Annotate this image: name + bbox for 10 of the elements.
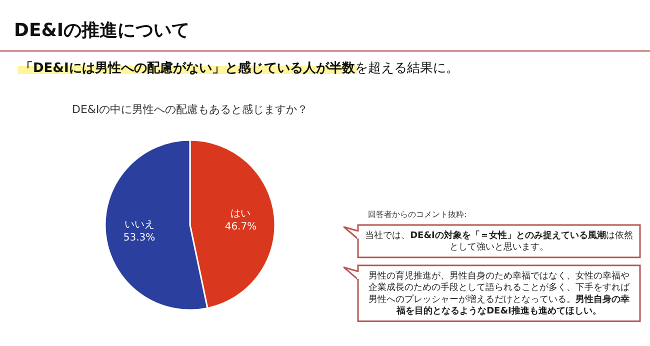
text: 男性の育児推進が、男性自身のため幸福ではなく、女性の幸福や企業成長のための手段として語られることが多く、下手をすれば男性へのプレッシャーが増えるだけとなっている。男性自身の幸福を目的となるようなDE&I推進も進めてほしい。 bbox=[368, 270, 630, 316]
data-label: 53.3% bbox=[123, 232, 156, 244]
chart-subtitle: 「DE&Iには男性への配慮がない」と感じている人が半数を超える結果に。 bbox=[20, 60, 459, 76]
slice-label: はい bbox=[230, 208, 251, 220]
data-label: 46.7% bbox=[224, 222, 257, 233]
slice-label: いいえ bbox=[124, 219, 154, 230]
text: 当社では、DE&Iの対象を「＝女性」とのみ捉えている風潮は依然として強いと思います。 bbox=[365, 231, 633, 253]
chart-title: DE&Iの推進について bbox=[14, 20, 190, 41]
text: DE&Iの中に男性への配慮もあると感じますか？ bbox=[72, 103, 308, 116]
text: 回答者からのコメント抜粋: bbox=[368, 210, 467, 219]
